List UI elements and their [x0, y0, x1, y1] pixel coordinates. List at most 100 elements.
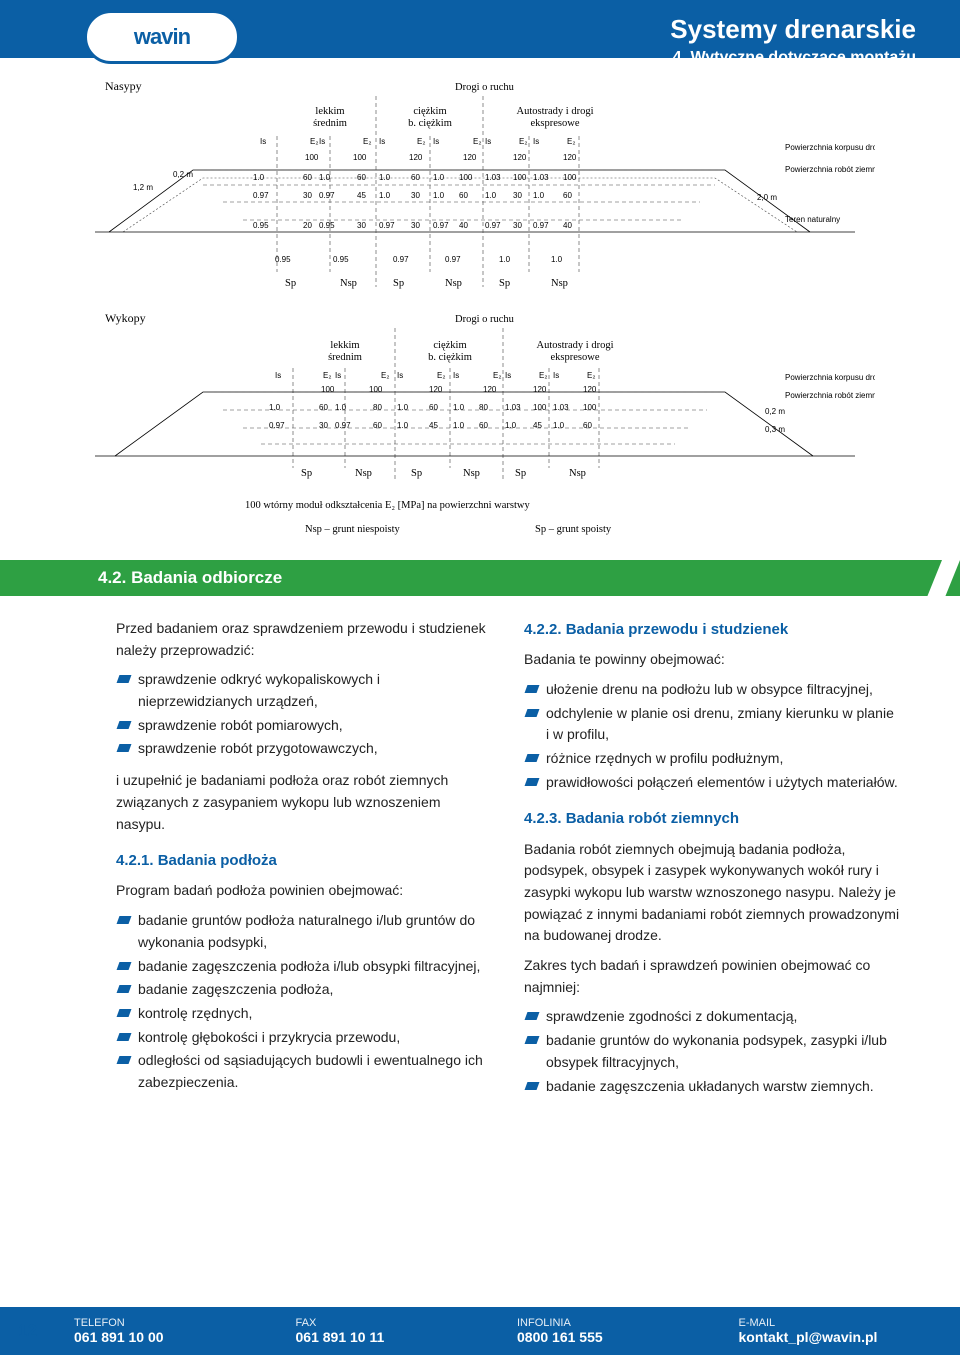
svg-text:120: 120 — [563, 153, 577, 162]
drogi-top: Drogi o ruchu — [455, 82, 515, 93]
svg-text:Is: Is — [335, 371, 341, 380]
svg-text:Teren naturalny: Teren naturalny — [785, 215, 840, 224]
svg-text:E₂: E₂ — [587, 371, 595, 380]
p-421: Program badań podłoża powinien obejmować… — [116, 880, 492, 902]
svg-text:1.03: 1.03 — [553, 403, 569, 412]
svg-text:Sp: Sp — [411, 468, 422, 479]
svg-text:Nsp: Nsp — [569, 468, 586, 479]
svg-text:100: 100 — [563, 173, 577, 182]
svg-text:0,2 m: 0,2 m — [765, 407, 785, 416]
list-item: badanie gruntów do wykonania podsypek, z… — [524, 1030, 900, 1073]
svg-text:60: 60 — [479, 421, 488, 430]
svg-text:ciężkim: ciężkim — [413, 106, 446, 117]
svg-text:średnim: średnim — [328, 352, 362, 363]
svg-text:40: 40 — [563, 221, 572, 230]
svg-text:b. ciężkim: b. ciężkim — [408, 118, 452, 129]
svg-text:1.0: 1.0 — [551, 255, 563, 264]
svg-text:0.95: 0.95 — [275, 255, 291, 264]
svg-text:100: 100 — [533, 403, 547, 412]
svg-text:1.0: 1.0 — [499, 255, 511, 264]
svg-text:Is: Is — [433, 137, 439, 146]
svg-text:30: 30 — [303, 191, 312, 200]
right-column: 4.2.2. Badania przewodu i studzienek Bad… — [524, 618, 900, 1107]
wykopy-label: Wykopy — [105, 311, 146, 325]
svg-text:1.0: 1.0 — [269, 403, 281, 412]
list-item: sprawdzenie odkryć wykopaliskowych i nie… — [116, 669, 492, 712]
svg-text:100: 100 — [321, 385, 335, 394]
h-422: 4.2.2. Badania przewodu i studzienek — [524, 618, 900, 641]
svg-text:80: 80 — [373, 403, 382, 412]
svg-text:1.0: 1.0 — [485, 191, 497, 200]
p-423b: Zakres tych badań i sprawdzeń powinien o… — [524, 955, 900, 998]
svg-text:Sp: Sp — [393, 278, 404, 289]
list-item: sprawdzenie zgodności z dokumentacją, — [524, 1006, 900, 1028]
svg-text:1.0: 1.0 — [533, 191, 545, 200]
svg-text:0.95: 0.95 — [253, 221, 269, 230]
svg-text:2,0 m: 2,0 m — [757, 193, 777, 202]
svg-text:E₂: E₂ — [567, 137, 575, 146]
caption-sp: Sp – grunt spoisty — [535, 524, 612, 535]
svg-text:1.0: 1.0 — [553, 421, 565, 430]
svg-text:1.0: 1.0 — [433, 191, 445, 200]
svg-text:120: 120 — [533, 385, 547, 394]
list-item: sprawdzenie robót pomiarowych, — [116, 715, 492, 737]
list-item: kontrolę rzędnych, — [116, 1003, 492, 1025]
svg-text:Powierzchnia robót ziemnych: Powierzchnia robót ziemnych — [785, 165, 875, 174]
svg-text:Sp: Sp — [285, 278, 296, 289]
svg-text:60: 60 — [373, 421, 382, 430]
svg-text:100: 100 — [369, 385, 383, 394]
svg-text:1.0: 1.0 — [397, 421, 409, 430]
content-columns: Przed badaniem oraz sprawdzeniem przewod… — [0, 618, 960, 1107]
svg-text:45: 45 — [533, 421, 542, 430]
top-is-e2: IsE₂ IsE₂ IsE₂ IsE₂ IsE₂ IsE₂ — [260, 137, 575, 146]
svg-text:0,3 m: 0,3 m — [765, 425, 785, 434]
list-item: badanie gruntów podłoża naturalnego i/lu… — [116, 910, 492, 953]
svg-text:Is: Is — [533, 137, 539, 146]
svg-text:1.0: 1.0 — [505, 421, 517, 430]
svg-text:120: 120 — [483, 385, 497, 394]
svg-text:120: 120 — [429, 385, 443, 394]
drogi-bot: Drogi o ruchu — [455, 314, 515, 325]
svg-text:Is: Is — [379, 137, 385, 146]
list-item: kontrolę głębokości i przykrycia przewod… — [116, 1027, 492, 1049]
svg-text:0.97: 0.97 — [319, 191, 335, 200]
svg-text:1.0: 1.0 — [335, 403, 347, 412]
bot-column-headers: lekkim średnim ciężkim b. ciężkim Autost… — [328, 340, 613, 363]
p-422: Badania te powinny obejmować: — [524, 649, 900, 671]
svg-text:45: 45 — [429, 421, 438, 430]
svg-text:60: 60 — [357, 173, 366, 182]
svg-text:120: 120 — [583, 385, 597, 394]
svg-text:100: 100 — [459, 173, 473, 182]
svg-text:Is: Is — [319, 137, 325, 146]
svg-text:45: 45 — [357, 191, 366, 200]
svg-text:60: 60 — [411, 173, 420, 182]
svg-text:30: 30 — [319, 421, 328, 430]
svg-text:1.0: 1.0 — [397, 403, 409, 412]
svg-text:0.95: 0.95 — [319, 221, 335, 230]
svg-text:Is: Is — [260, 137, 266, 146]
svg-text:Autostrady i drogi: Autostrady i drogi — [517, 106, 594, 117]
svg-text:E₂: E₂ — [381, 371, 389, 380]
cross-section-diagram: .tserif { font-family: Georgia, 'Times N… — [85, 72, 875, 542]
bot-row-100: 100 100 120 120 120 120 — [321, 385, 597, 394]
svg-text:ciężkim: ciężkim — [433, 340, 466, 351]
svg-text:Nsp: Nsp — [445, 278, 462, 289]
list-item: różnice rzędnych w profilu podłużnym, — [524, 748, 900, 770]
top-subcolumn-sep — [277, 136, 579, 272]
svg-text:Nsp: Nsp — [340, 278, 357, 289]
top-row-60: 1.060 1.060 1.060 1.0100 1.03100 1.03100 — [253, 173, 577, 182]
bot-row-60: 1.060 1.080 1.060 1.080 1.03100 1.03100 — [269, 403, 597, 412]
top-row-095: 0.9520 0.9530 0.9730 0.9740 0.9730 0.974… — [253, 221, 572, 230]
svg-text:0.97: 0.97 — [379, 221, 395, 230]
svg-text:0.97: 0.97 — [269, 421, 285, 430]
svg-text:120: 120 — [513, 153, 527, 162]
top-column-headers: lekkim średnim ciężkim b. ciężkim Autost… — [313, 106, 593, 129]
svg-text:0.97: 0.97 — [533, 221, 549, 230]
svg-text:1.0: 1.0 — [319, 173, 331, 182]
svg-text:lekkim: lekkim — [315, 106, 344, 117]
list-item: badanie zagęszczenia układanych warstw z… — [524, 1076, 900, 1098]
sp-nsp-bot: SpNsp SpNsp SpNsp — [301, 468, 586, 479]
svg-text:100: 100 — [353, 153, 367, 162]
svg-text:100: 100 — [583, 403, 597, 412]
svg-text:Autostrady i drogi: Autostrady i drogi — [537, 340, 614, 351]
